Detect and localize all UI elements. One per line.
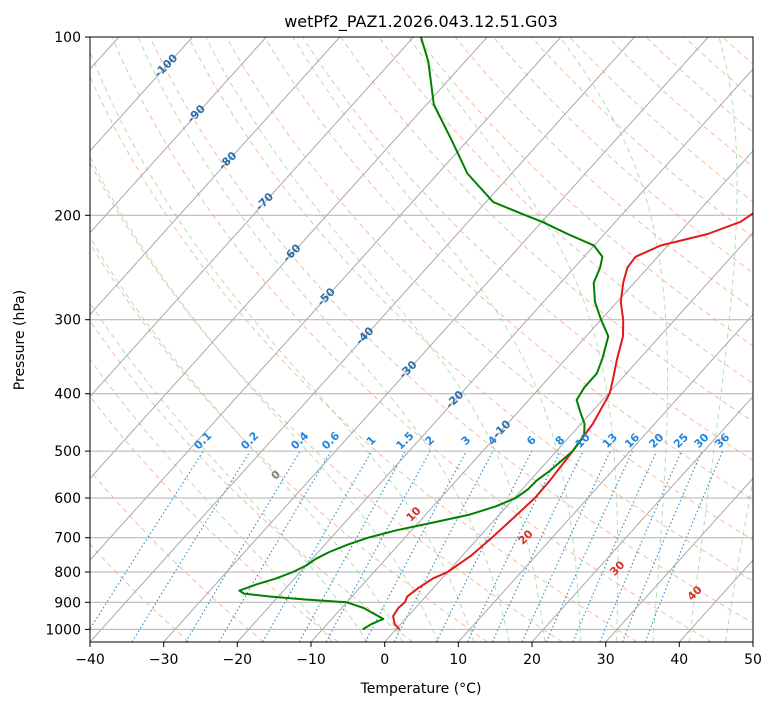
profile-lines [238,37,753,631]
dewpoint-profile-line [238,37,610,631]
moist-adiabat [725,477,753,642]
y-axis-label: Pressure (hPa) [12,290,28,390]
isotherm-line [384,232,753,642]
plot-frame [89,36,754,643]
y-tick-label: 600 [54,491,81,507]
axes: −40 −30 −20 −10 0 10 20 30 40 50 1000 900 800 700 600 5… [45,30,762,668]
dry-adiabat [264,37,753,501]
mixing-ratio-line [621,450,703,642]
dry-adiabat [111,37,712,642]
isotherm-line [236,68,753,642]
x-tick-label: −40 [75,652,105,668]
isotherm-line [90,37,488,480]
mixing-ratio-line [572,450,658,642]
background-lines [90,37,753,642]
moist-adiabat [90,302,369,642]
mixing-ratio-line [599,450,682,642]
dry-adiabat [416,37,753,347]
y-tick-label: 1000 [45,622,81,638]
dry-adiabat [225,37,753,541]
x-axis-label: Temperature (°C) [360,681,482,697]
moist-adiabat [559,37,668,642]
isotherm-line [90,37,414,398]
moist-adiabat [90,156,439,642]
y-tick-label: 100 [54,30,81,46]
isotherm-line [90,37,562,561]
moist-adiabat [292,37,582,642]
x-tick-label: 50 [744,652,762,668]
dry-adiabat [90,75,638,642]
mixing-ratio-line [90,450,204,630]
y-tick-label: 400 [54,387,81,403]
x-tick-label: 40 [670,652,688,668]
x-tick-label: 20 [523,652,541,668]
isotherm-line [90,37,193,152]
x-tick-label: −30 [149,652,179,668]
y-tick-label: 500 [54,444,81,460]
isotherm-line [310,150,753,642]
isotherm-line [605,477,753,642]
mixing-ratio-line [298,450,406,642]
mixing-ratio-line [545,450,633,642]
isotherm-line [90,37,635,642]
isotherm-line [90,37,341,316]
x-tick-label: −20 [223,652,253,668]
mixing-ratio-line [644,450,724,642]
moist-adiabat [407,37,619,642]
isotherm-line [163,37,709,642]
x-tick-label: −10 [296,652,326,668]
moist-adiabat [90,50,475,642]
isotherm-line [90,37,267,234]
y-tick-label: 200 [54,208,81,224]
x-tick-label: 10 [449,652,467,668]
y-tick-label: 300 [54,313,81,329]
moist-adiabat [90,358,333,642]
y-tick-label: 800 [54,565,81,581]
y-tick-label: 700 [54,531,81,547]
dry-adiabat [187,37,753,582]
moist-adiabat [90,236,404,642]
dry-adiabat [90,161,563,642]
dry-adiabat [90,242,488,642]
moist-adiabat [205,37,546,642]
temperature-profile-line [392,212,753,631]
moist-adiabat [688,37,738,642]
moist-adiabat [137,37,510,642]
y-tick-label: 900 [54,595,81,611]
mixing-ratio-line [364,450,467,642]
x-tick-label: 0 [380,652,389,668]
isotherm-line [457,313,753,642]
dry-adiabat [149,37,753,624]
isotherm-line [531,395,753,642]
chart-title: wetPf2_PAZ1.2026.043.12.51.G03 [284,12,558,32]
x-tick-label: 30 [597,652,615,668]
dry-adiabat [90,469,264,642]
mixing-ratio-line [435,450,533,642]
dry-adiabat [302,37,753,461]
mixing-ratio-line [325,450,431,642]
